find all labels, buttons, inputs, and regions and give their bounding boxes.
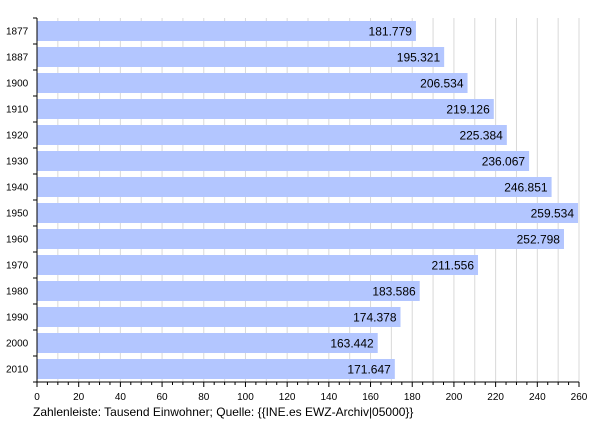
x-tick-labels: 0 20 40 60 80 100 120 140 160 180 200 220 240 260: [34, 392, 588, 403]
category-label: 1960: [6, 235, 29, 246]
bar-value-label: 195.321: [397, 51, 441, 65]
category-labels: 1877 1887 1900 1910 1920 1930 1940 1950 1960 1970…: [6, 27, 29, 376]
x-tick-label: 0: [34, 392, 40, 403]
category-label: 1900: [6, 79, 29, 90]
x-tick-label: 260: [571, 392, 588, 403]
bar-value-label: 181.779: [369, 25, 413, 39]
x-tick-label: 240: [529, 392, 546, 403]
bar-value-label: 236.067: [482, 155, 526, 169]
bar-value-label: 174.378: [353, 311, 397, 325]
bar: [37, 255, 479, 275]
bar: [37, 177, 552, 197]
chart-bars: 181.779 195.321 206.534 219.126 225.384 236.0…: [37, 21, 579, 379]
bar: [37, 21, 416, 41]
bar: [37, 359, 395, 379]
category-label: 2010: [6, 365, 29, 376]
bar: [37, 203, 579, 223]
bar-value-label: 163.442: [330, 337, 374, 351]
x-tick-label: 220: [487, 392, 504, 403]
bar-value-label: 206.534: [420, 77, 464, 91]
x-tick-label: 60: [157, 392, 169, 403]
bar: [37, 333, 378, 353]
category-label: 1920: [6, 131, 29, 142]
chart-gridlines: [57, 18, 580, 382]
category-label: 1940: [6, 183, 29, 194]
bar: [37, 125, 507, 145]
bar: [37, 73, 468, 93]
x-tick-label: 180: [404, 392, 421, 403]
x-tick-label: 40: [115, 392, 127, 403]
chart-axes: [33, 17, 580, 387]
category-label: 1930: [6, 157, 29, 168]
x-tick-label: 120: [279, 392, 296, 403]
bar: [37, 281, 420, 301]
x-tick-label: 100: [237, 392, 254, 403]
category-label: 1970: [6, 261, 29, 272]
bar-value-label: 171.647: [347, 363, 391, 377]
category-label: 1990: [6, 313, 29, 324]
bar: [37, 99, 494, 119]
category-label: 1887: [6, 53, 29, 64]
category-label: 2000: [6, 339, 29, 350]
x-tick-label: 80: [198, 392, 210, 403]
category-label: 1910: [6, 105, 29, 116]
bar-value-label: 183.586: [372, 285, 416, 299]
bar-value-label: 225.384: [459, 129, 503, 143]
x-tick-label: 20: [73, 392, 85, 403]
x-tick-label: 200: [446, 392, 463, 403]
chart-footnote: Zahlenleiste: Tausend Einwohner; Quelle:…: [33, 405, 414, 419]
bar-value-label: 211.556: [432, 259, 475, 273]
x-tick-label: 160: [362, 392, 379, 403]
bar-value-label: 246.851: [504, 181, 548, 195]
category-label: 1950: [6, 209, 29, 220]
x-tick-label: 140: [321, 392, 338, 403]
bar-value-label: 252.798: [517, 233, 561, 247]
category-label: 1980: [6, 287, 29, 298]
bar-value-label: 259.534: [531, 207, 575, 221]
bar: [37, 47, 445, 67]
bar: [37, 151, 530, 171]
category-label: 1877: [6, 27, 29, 38]
bar: [37, 229, 564, 249]
bar-value-label: 219.126: [446, 103, 490, 117]
bar: [37, 307, 401, 327]
